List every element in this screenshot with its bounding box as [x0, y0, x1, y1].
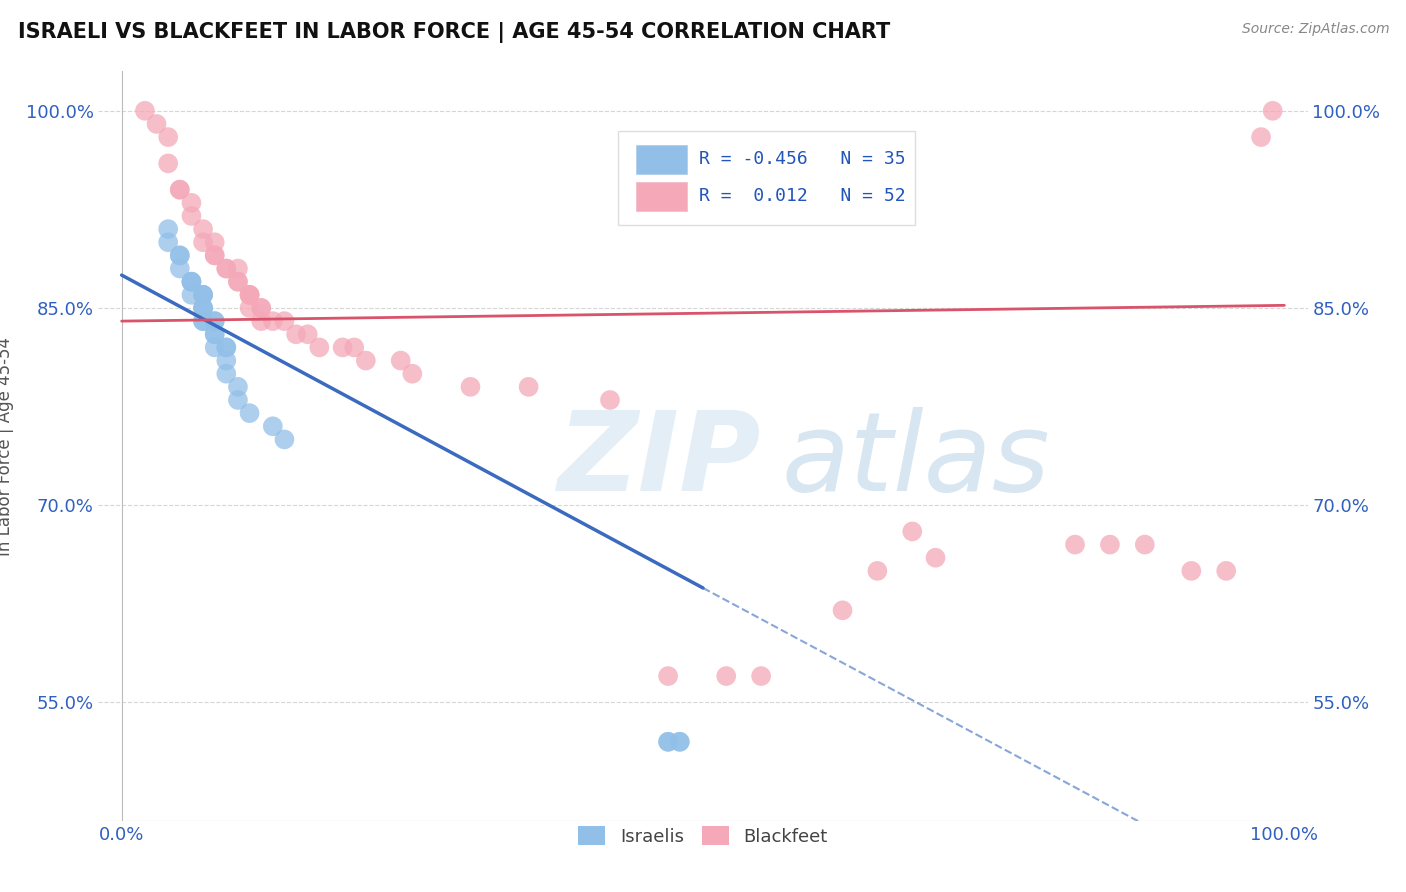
Point [226, 275, 249, 289]
Text: R = -0.456   N = 35: R = -0.456 N = 35 [699, 150, 905, 168]
Point [308, 340, 330, 354]
Point [226, 380, 249, 394]
Point [831, 603, 853, 617]
Point [250, 301, 273, 315]
Point [191, 301, 214, 315]
Point [191, 301, 214, 315]
Point [169, 183, 191, 197]
Point [180, 288, 202, 302]
Point [1133, 538, 1156, 552]
Point [191, 235, 214, 250]
Point [239, 301, 262, 315]
Y-axis label: In Labor Force | Age 45-54: In Labor Force | Age 45-54 [0, 336, 14, 556]
Point [204, 340, 226, 354]
Point [204, 235, 226, 250]
Point [215, 353, 238, 368]
Point [169, 183, 191, 197]
Point [226, 275, 249, 289]
Point [215, 340, 238, 354]
Point [180, 209, 202, 223]
Point [215, 261, 238, 276]
Point [1064, 538, 1087, 552]
Point [191, 288, 214, 302]
Point [657, 669, 679, 683]
Point [285, 327, 308, 342]
Point [204, 314, 226, 328]
FancyBboxPatch shape [619, 131, 915, 225]
Text: ZIP: ZIP [558, 408, 762, 515]
Point [191, 314, 214, 328]
Point [1250, 130, 1272, 145]
Text: atlas: atlas [782, 408, 1050, 515]
Point [169, 248, 191, 262]
Point [343, 340, 366, 354]
Point [1215, 564, 1237, 578]
Point [191, 288, 214, 302]
Point [332, 340, 354, 354]
Point [262, 314, 284, 328]
Point [924, 550, 946, 565]
Point [145, 117, 167, 131]
Point [1261, 103, 1284, 118]
Point [169, 248, 191, 262]
Point [657, 735, 679, 749]
Point [215, 261, 238, 276]
Point [866, 564, 889, 578]
Point [180, 275, 202, 289]
Point [716, 669, 738, 683]
Point [215, 340, 238, 354]
Point [1098, 538, 1121, 552]
Point [157, 222, 180, 236]
Point [180, 195, 202, 210]
Point [180, 275, 202, 289]
Point [239, 288, 262, 302]
Text: ISRAELI VS BLACKFEET IN LABOR FORCE | AGE 45-54 CORRELATION CHART: ISRAELI VS BLACKFEET IN LABOR FORCE | AG… [18, 22, 890, 44]
Point [204, 327, 226, 342]
Point [204, 248, 226, 262]
Point [191, 222, 214, 236]
Point [134, 103, 156, 118]
Legend: Israelis, Blackfeet: Israelis, Blackfeet [571, 819, 835, 853]
Point [668, 735, 690, 749]
Point [191, 288, 214, 302]
Point [599, 392, 621, 407]
Point [354, 353, 377, 368]
Point [901, 524, 924, 539]
FancyBboxPatch shape [637, 182, 688, 211]
Point [250, 314, 273, 328]
Point [239, 406, 262, 420]
Point [460, 380, 482, 394]
Point [157, 156, 180, 170]
Point [226, 392, 249, 407]
Point [180, 275, 202, 289]
Point [191, 314, 214, 328]
Point [204, 327, 226, 342]
Point [297, 327, 319, 342]
Point [262, 419, 284, 434]
Text: Source: ZipAtlas.com: Source: ZipAtlas.com [1241, 22, 1389, 37]
Text: R =  0.012   N = 52: R = 0.012 N = 52 [699, 187, 905, 205]
Point [517, 380, 540, 394]
Point [1180, 564, 1202, 578]
Point [389, 353, 412, 368]
Point [226, 261, 249, 276]
Point [239, 288, 262, 302]
Point [239, 288, 262, 302]
Point [204, 248, 226, 262]
Point [157, 130, 180, 145]
Point [191, 301, 214, 315]
Point [401, 367, 423, 381]
Point [749, 669, 772, 683]
Point [169, 261, 191, 276]
Point [273, 314, 295, 328]
Point [273, 433, 295, 447]
Point [215, 367, 238, 381]
Point [668, 735, 690, 749]
Point [250, 301, 273, 315]
FancyBboxPatch shape [637, 145, 688, 174]
Point [204, 314, 226, 328]
Point [157, 235, 180, 250]
Point [657, 735, 679, 749]
